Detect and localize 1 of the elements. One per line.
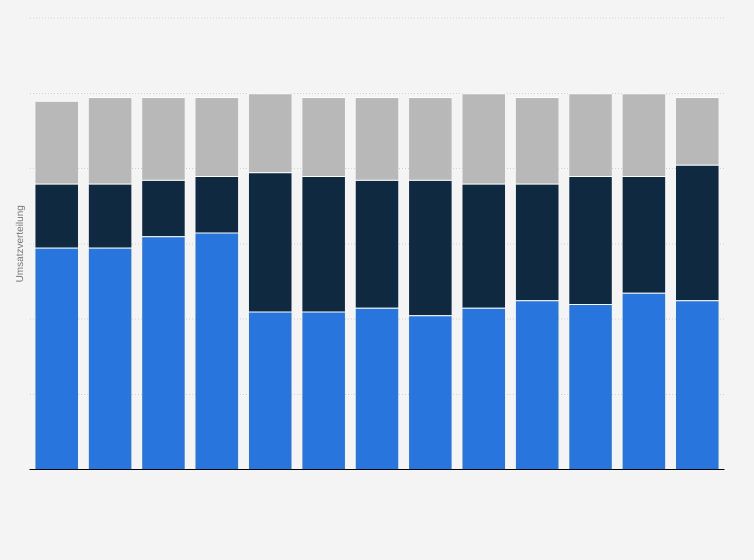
y-axis-title: Umsatzverteilung <box>14 205 26 282</box>
